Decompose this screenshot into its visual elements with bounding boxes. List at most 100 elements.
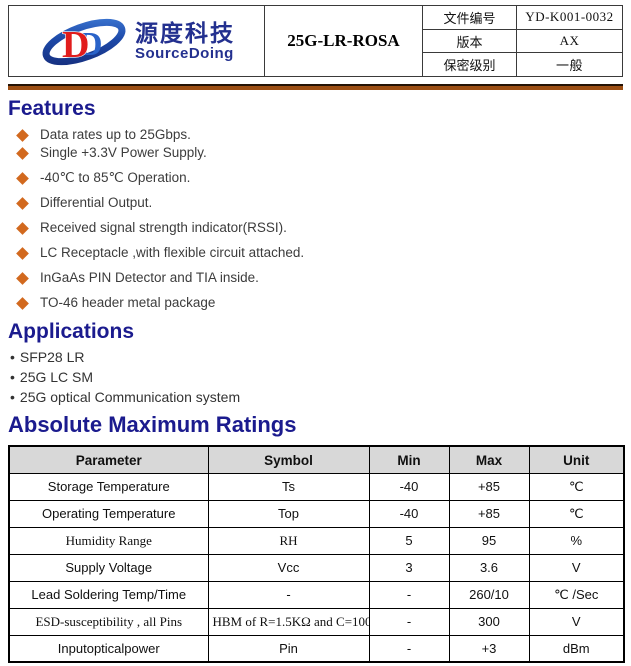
cell-max: 300 bbox=[448, 607, 530, 636]
application-text: SFP28 LR bbox=[19, 349, 85, 366]
column-header: Parameter bbox=[8, 445, 209, 474]
ratings-header-row: Parameter Symbol Min Max Unit bbox=[8, 445, 625, 474]
cell-parameter: ESD-susceptibility , all Pins bbox=[8, 607, 209, 636]
application-item: • 25G optical Communication system bbox=[10, 390, 623, 404]
doc-info-value: YD-K001-0032 bbox=[525, 9, 614, 25]
feature-text: TO-46 header metal package bbox=[40, 295, 216, 311]
feature-text: -40℃ to 85℃ Operation. bbox=[40, 170, 191, 186]
feature-item: TO-46 header metal package bbox=[16, 295, 623, 311]
cell-symbol: Ts bbox=[207, 472, 370, 501]
brand-name-en: SourceDoing bbox=[135, 44, 234, 62]
cell-parameter: Operating Temperature bbox=[8, 499, 209, 528]
feature-text: Differential Output. bbox=[40, 195, 153, 211]
cell-max: +3 bbox=[448, 634, 530, 663]
doc-info-row: 版本 AX bbox=[423, 29, 622, 54]
table-row: Operating Temperature Top -40 +85 ℃ bbox=[8, 499, 625, 528]
document-header: D D 源度科技 SourceDoing 25G-LR-ROSA 文件编号 YD… bbox=[8, 5, 623, 77]
diamond-bullet-icon bbox=[16, 246, 29, 260]
cell-min: - bbox=[368, 634, 450, 663]
cell-min: - bbox=[368, 607, 450, 636]
cell-unit: ℃ /Sec bbox=[528, 580, 625, 609]
brand-name-cn: 源度科技 bbox=[135, 19, 235, 46]
feature-item: -40℃ to 85℃ Operation. bbox=[16, 170, 623, 186]
doc-info-label: 保密级别 bbox=[423, 53, 517, 77]
cell-unit: % bbox=[528, 526, 625, 555]
application-text: 25G optical Communication system bbox=[19, 389, 241, 406]
cell-symbol: HBM of R=1.5KΩ and C=100pF bbox=[207, 607, 370, 636]
doc-info-label: 版本 bbox=[423, 29, 517, 53]
ratings-table: Parameter Symbol Min Max Unit Storage Temper… bbox=[8, 445, 625, 664]
sourcedoing-logo-icon: D D bbox=[42, 18, 126, 67]
company-logo: D D 源度科技 SourceDoing bbox=[9, 6, 265, 76]
feature-text: Single +3.3V Power Supply. bbox=[40, 145, 207, 161]
doc-info-row: 文件编号 YD-K001-0032 bbox=[423, 6, 622, 30]
cell-max: 260/10 bbox=[448, 580, 530, 609]
feature-item: Data rates up to 25Gbps. bbox=[16, 127, 623, 143]
feature-item: Received signal strength indicator(RSSI)… bbox=[16, 220, 623, 236]
table-row: Lead Soldering Temp/Time - - 260/10 ℃ /S… bbox=[8, 580, 625, 609]
cell-min: - bbox=[368, 580, 450, 609]
diamond-bullet-icon bbox=[16, 196, 29, 210]
diamond-bullet-icon bbox=[16, 128, 29, 142]
cell-unit: ℃ bbox=[528, 472, 625, 501]
diamond-bullet-icon bbox=[16, 296, 29, 310]
application-text: 25G LC SM bbox=[19, 369, 94, 386]
application-item: • 25G LC SM bbox=[10, 370, 623, 384]
column-header: Symbol bbox=[207, 445, 370, 474]
cell-unit: ℃ bbox=[528, 499, 625, 528]
svg-text:D: D bbox=[78, 26, 103, 63]
cell-unit: V bbox=[528, 607, 625, 636]
cell-unit: V bbox=[528, 553, 625, 582]
table-row: ESD-susceptibility , all Pins HBM of R=1… bbox=[8, 607, 625, 636]
feature-text: Received signal strength indicator(RSSI)… bbox=[40, 220, 287, 236]
doc-info-value: AX bbox=[559, 33, 580, 48]
table-row: Supply Voltage Vcc 3 3.6 V bbox=[8, 553, 625, 582]
cell-parameter: Supply Voltage bbox=[8, 553, 209, 582]
table-row: Storage Temperature Ts -40 +85 ℃ bbox=[8, 472, 625, 501]
ratings-table-body: Storage Temperature Ts -40 +85 ℃ Operati… bbox=[8, 472, 625, 663]
table-row: Inputopticalpower Pin - +3 dBm bbox=[8, 634, 625, 663]
doc-info-label: 文件编号 bbox=[423, 6, 517, 29]
feature-text: Data rates up to 25Gbps. bbox=[40, 127, 191, 143]
doc-info-value: 一般 bbox=[555, 58, 583, 74]
applications-heading: Applications bbox=[8, 320, 135, 344]
cell-min: 5 bbox=[368, 526, 450, 555]
cell-max: +85 bbox=[448, 472, 530, 501]
product-title: 25G-LR-ROSA bbox=[265, 6, 423, 76]
cell-symbol: RH bbox=[207, 526, 370, 555]
features-heading: Features bbox=[8, 97, 96, 120]
cell-parameter: Inputopticalpower bbox=[8, 634, 209, 663]
cell-max: 3.6 bbox=[448, 553, 530, 582]
cell-parameter: Storage Temperature bbox=[8, 472, 209, 501]
feature-item: Differential Output. bbox=[16, 195, 623, 211]
column-header: Unit bbox=[528, 445, 625, 474]
feature-text: InGaAs PIN Detector and TIA inside. bbox=[40, 270, 259, 286]
brand-text: 源度科技 SourceDoing bbox=[135, 19, 235, 62]
cell-symbol: Vcc bbox=[207, 553, 370, 582]
svg-text:D: D bbox=[62, 24, 89, 66]
applications-list: • SFP28 LR • 25G LC SM • 25G optical Commun… bbox=[8, 350, 623, 404]
doc-info-row: 保密级别 一般 bbox=[423, 53, 622, 77]
column-header: Min bbox=[368, 445, 450, 474]
cell-unit: dBm bbox=[528, 634, 625, 663]
feature-text: LC Receptacle ,with flexible circuit att… bbox=[40, 245, 305, 261]
cell-symbol: Pin bbox=[207, 634, 370, 663]
features-list: Data rates up to 25Gbps. Single +3.3V Po… bbox=[8, 127, 623, 311]
diamond-bullet-icon bbox=[16, 221, 29, 235]
table-row: Humidity Range RH 5 95 % bbox=[8, 526, 625, 555]
cell-max: 95 bbox=[448, 526, 530, 555]
diamond-bullet-icon bbox=[16, 171, 29, 185]
doc-info-table: 文件编号 YD-K001-0032 版本 AX 保密级别 一般 bbox=[423, 6, 622, 77]
application-item: • SFP28 LR bbox=[10, 350, 623, 364]
diamond-bullet-icon bbox=[16, 146, 29, 160]
cell-min: 3 bbox=[368, 553, 450, 582]
cell-max: +85 bbox=[448, 499, 530, 528]
feature-item: LC Receptacle ,with flexible circuit att… bbox=[16, 245, 623, 261]
feature-item: Single +3.3V Power Supply. bbox=[16, 145, 623, 161]
cell-min: -40 bbox=[368, 472, 450, 501]
cell-symbol: Top bbox=[207, 499, 370, 528]
cell-symbol: - bbox=[207, 580, 370, 609]
diamond-bullet-icon bbox=[16, 271, 29, 285]
round-bullet-icon: • bbox=[10, 369, 15, 386]
